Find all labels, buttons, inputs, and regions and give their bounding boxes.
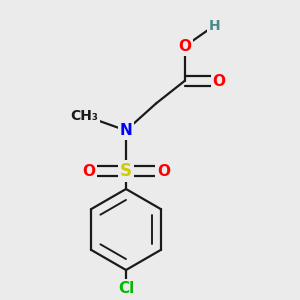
Text: O: O [82, 164, 95, 178]
Text: Cl: Cl [118, 281, 134, 296]
Text: S: S [120, 162, 132, 180]
Text: H: H [209, 19, 220, 32]
Text: CH₃: CH₃ [70, 109, 98, 122]
Text: O: O [212, 74, 226, 88]
Text: O: O [157, 164, 170, 178]
Text: N: N [120, 123, 132, 138]
Text: O: O [178, 39, 191, 54]
